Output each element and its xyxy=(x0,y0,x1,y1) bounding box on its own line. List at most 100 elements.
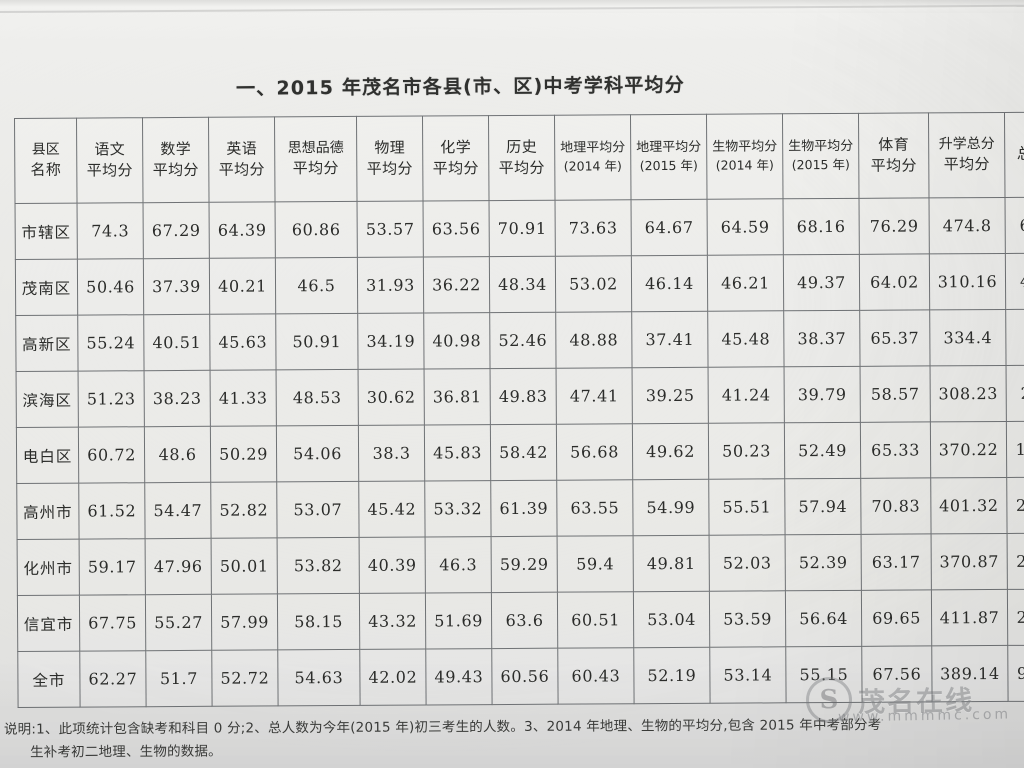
header-line-2: 名称 xyxy=(30,161,62,180)
header-line-2: 平均分 xyxy=(432,159,479,178)
table-cell: 63.55 xyxy=(556,479,634,537)
table-cell: 20224 xyxy=(1007,589,1024,646)
table-cell: 411.87 xyxy=(931,589,1008,646)
table-cell: 40.39 xyxy=(359,536,426,594)
table-cell: 64.67 xyxy=(631,199,708,256)
header-line-1: 英语 xyxy=(226,139,258,159)
table-cell: 55.15 xyxy=(785,646,863,703)
table-cell: 51.7 xyxy=(145,650,213,707)
table-cell: 53.02 xyxy=(555,255,632,313)
header-line-1: 地理平均分 xyxy=(636,140,702,156)
header-line-1: 语文 xyxy=(94,140,126,159)
header-line-2: 平均分 xyxy=(218,160,265,179)
table-cell: 39.25 xyxy=(632,367,709,424)
table-cell: 73.63 xyxy=(555,199,632,257)
footnote: 说明:1、此项统计包含缺考和科目 0 分;2、总人数为今年(2015 年)初三考… xyxy=(4,713,1016,765)
header-line-2: (2015 年) xyxy=(639,158,698,174)
table-cell: 46.14 xyxy=(631,255,708,312)
header-line-2: 平均分 xyxy=(152,160,199,180)
table-cell: 474.8 xyxy=(929,197,1006,254)
table-row: 全市 62.27 51.7 52.72 54.63 42.02 49.43 60.56 60.4… xyxy=(17,644,1024,708)
table-cell: 41.33 xyxy=(210,369,277,427)
table-cell: 63.6 xyxy=(491,592,558,649)
table-cell: 70.83 xyxy=(860,477,932,535)
table-cell: 39.79 xyxy=(784,366,861,423)
table-cell: 53.04 xyxy=(633,591,710,648)
header-line-1: 化学 xyxy=(440,138,472,157)
table-cell: 45.83 xyxy=(424,424,491,481)
table-cell: 48.6 xyxy=(144,426,211,483)
table-cell: 52.39 xyxy=(785,534,862,591)
header-line-1: 地理平均分 xyxy=(560,140,626,157)
table-cell: 6840 xyxy=(1005,197,1024,254)
column-header-math: 数学 平均分 xyxy=(142,117,210,203)
table-cell: 53.82 xyxy=(277,537,360,594)
column-header-physics: 物理 平均分 xyxy=(356,116,424,202)
column-header-county: 县区 名称 xyxy=(14,118,78,204)
table-cell: 59.17 xyxy=(79,538,146,596)
table-cell: 55.27 xyxy=(145,594,212,651)
table-cell: 389.14 xyxy=(931,645,1009,702)
table-cell: 51.23 xyxy=(78,370,145,428)
header-line-1: 体育 xyxy=(878,135,910,155)
footnote-line-1: 说明:1、此项统计包含缺考和科目 0 分;2、总人数为今年(2015 年)初三考… xyxy=(3,717,882,738)
column-header-total-score: 升学总分 平均分 xyxy=(928,112,1006,198)
table-cell: 70.91 xyxy=(489,200,556,257)
header-line-1: 升学总分 xyxy=(938,136,995,153)
table-cell: 60.86 xyxy=(275,201,358,258)
table-cell: 54.63 xyxy=(277,649,361,706)
table-cell: 62.27 xyxy=(79,650,147,708)
header-line-2: 平均分 xyxy=(498,158,545,178)
table-cell: 64.59 xyxy=(707,198,784,256)
table-cell: 46.5 xyxy=(275,257,358,314)
table-cell: 38.23 xyxy=(144,370,211,427)
header-line-1: 历史 xyxy=(506,138,538,157)
table-row: 茂南区 50.46 37.39 40.21 46.5 31.93 36.22 48.34 53.… xyxy=(15,253,1024,316)
table-cell: 56.64 xyxy=(785,590,862,647)
table-cell: 52.72 xyxy=(211,649,279,707)
header-line-1: 生物平均分 xyxy=(788,139,854,155)
column-header-chinese: 语文 平均分 xyxy=(76,117,144,204)
header-row: 县区 名称 语文 平均分 数学 平均分 英语 平均分 xyxy=(14,112,1024,204)
row-header-county: 市辖区 xyxy=(15,203,78,260)
table-cell: 60.51 xyxy=(557,591,634,649)
scores-table-container: 县区 名称 语文 平均分 数学 平均分 英语 平均分 xyxy=(14,111,1024,708)
table-cell: 55.24 xyxy=(77,314,145,372)
table-cell: 38.3 xyxy=(358,424,425,482)
table-row: 市辖区 74.3 67.29 64.39 60.86 53.57 63.56 70.91 73.… xyxy=(15,197,1024,260)
table-cell: 17884 xyxy=(1006,421,1024,478)
table-cell: 56.68 xyxy=(556,423,633,481)
table-cell: 51.69 xyxy=(425,592,492,649)
table-cell: 310.16 xyxy=(929,253,1006,310)
table-cell: 41.24 xyxy=(708,366,785,424)
column-header-geography-2015: 地理平均分 (2015 年) xyxy=(630,114,708,200)
table-cell: 45.42 xyxy=(358,480,426,538)
table-cell: 2196 xyxy=(1006,365,1024,422)
table-cell: 67.29 xyxy=(143,202,210,259)
page-title: 一、2015 年茂名市各县(市、区)中考学科平均分 xyxy=(235,74,685,100)
table-cell: 53.07 xyxy=(276,481,360,538)
table-row: 化州市 59.17 47.96 50.01 53.82 40.39 46.3 59.29 59.… xyxy=(17,533,1024,596)
table-cell: 54.47 xyxy=(144,482,212,539)
footnote-line-2: 生补考初二地理、生物的数据。 xyxy=(30,743,222,761)
table-cell: 63.56 xyxy=(423,200,490,258)
table-cell: 34.19 xyxy=(357,313,425,370)
table-cell: 69.65 xyxy=(861,589,932,647)
table-cell: 45.63 xyxy=(209,313,277,371)
header-line-2: (2014 年) xyxy=(715,157,774,174)
table-cell: 30.62 xyxy=(358,368,425,426)
table-cell: 46.21 xyxy=(707,254,784,312)
column-header-chemistry: 化学 平均分 xyxy=(422,115,490,202)
table-cell: 53.59 xyxy=(709,590,786,648)
table-cell: 60.43 xyxy=(557,647,635,705)
row-header-county: 信宜市 xyxy=(17,595,80,652)
table-cell: 53.57 xyxy=(357,201,424,258)
row-header-county: 化州市 xyxy=(17,539,80,596)
table-cell: 49.43 xyxy=(425,648,493,705)
column-header-biology-2014: 生物平均分 (2014 年) xyxy=(706,113,784,200)
table-cell: 57.94 xyxy=(784,478,862,535)
table-cell: 401.32 xyxy=(930,477,1008,534)
table-cell: 49.81 xyxy=(633,535,710,592)
table-cell: 631 xyxy=(1005,309,1024,366)
table-cell: 37.39 xyxy=(143,258,210,315)
